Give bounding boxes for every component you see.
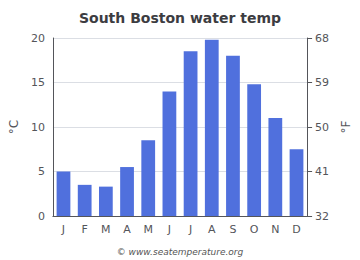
svg-text:M: M (143, 223, 153, 236)
svg-text:D: D (292, 223, 300, 236)
svg-text:15: 15 (31, 76, 45, 89)
svg-text:M: M (101, 223, 111, 236)
svg-text:°F: °F (339, 120, 353, 133)
svg-text:0: 0 (38, 210, 45, 223)
svg-text:J: J (188, 223, 192, 236)
svg-text:32: 32 (315, 210, 329, 223)
svg-text:°C: °C (7, 120, 21, 134)
svg-text:41: 41 (315, 165, 329, 178)
svg-text:J: J (167, 223, 171, 236)
svg-text:© www.seatemperature.org: © www.seatemperature.org (117, 247, 244, 257)
svg-text:N: N (271, 223, 279, 236)
svg-text:A: A (208, 223, 216, 236)
svg-text:O: O (250, 223, 259, 236)
svg-text:20: 20 (31, 32, 45, 45)
svg-text:J: J (61, 223, 65, 236)
svg-text:South Boston water temp: South Boston water temp (79, 10, 281, 26)
svg-text:59: 59 (315, 76, 329, 89)
svg-text:68: 68 (315, 32, 329, 45)
svg-text:A: A (123, 223, 131, 236)
svg-text:F: F (82, 223, 88, 236)
svg-text:10: 10 (31, 121, 45, 134)
svg-text:S: S (229, 223, 236, 236)
svg-text:5: 5 (38, 165, 45, 178)
svg-text:50: 50 (315, 121, 329, 134)
